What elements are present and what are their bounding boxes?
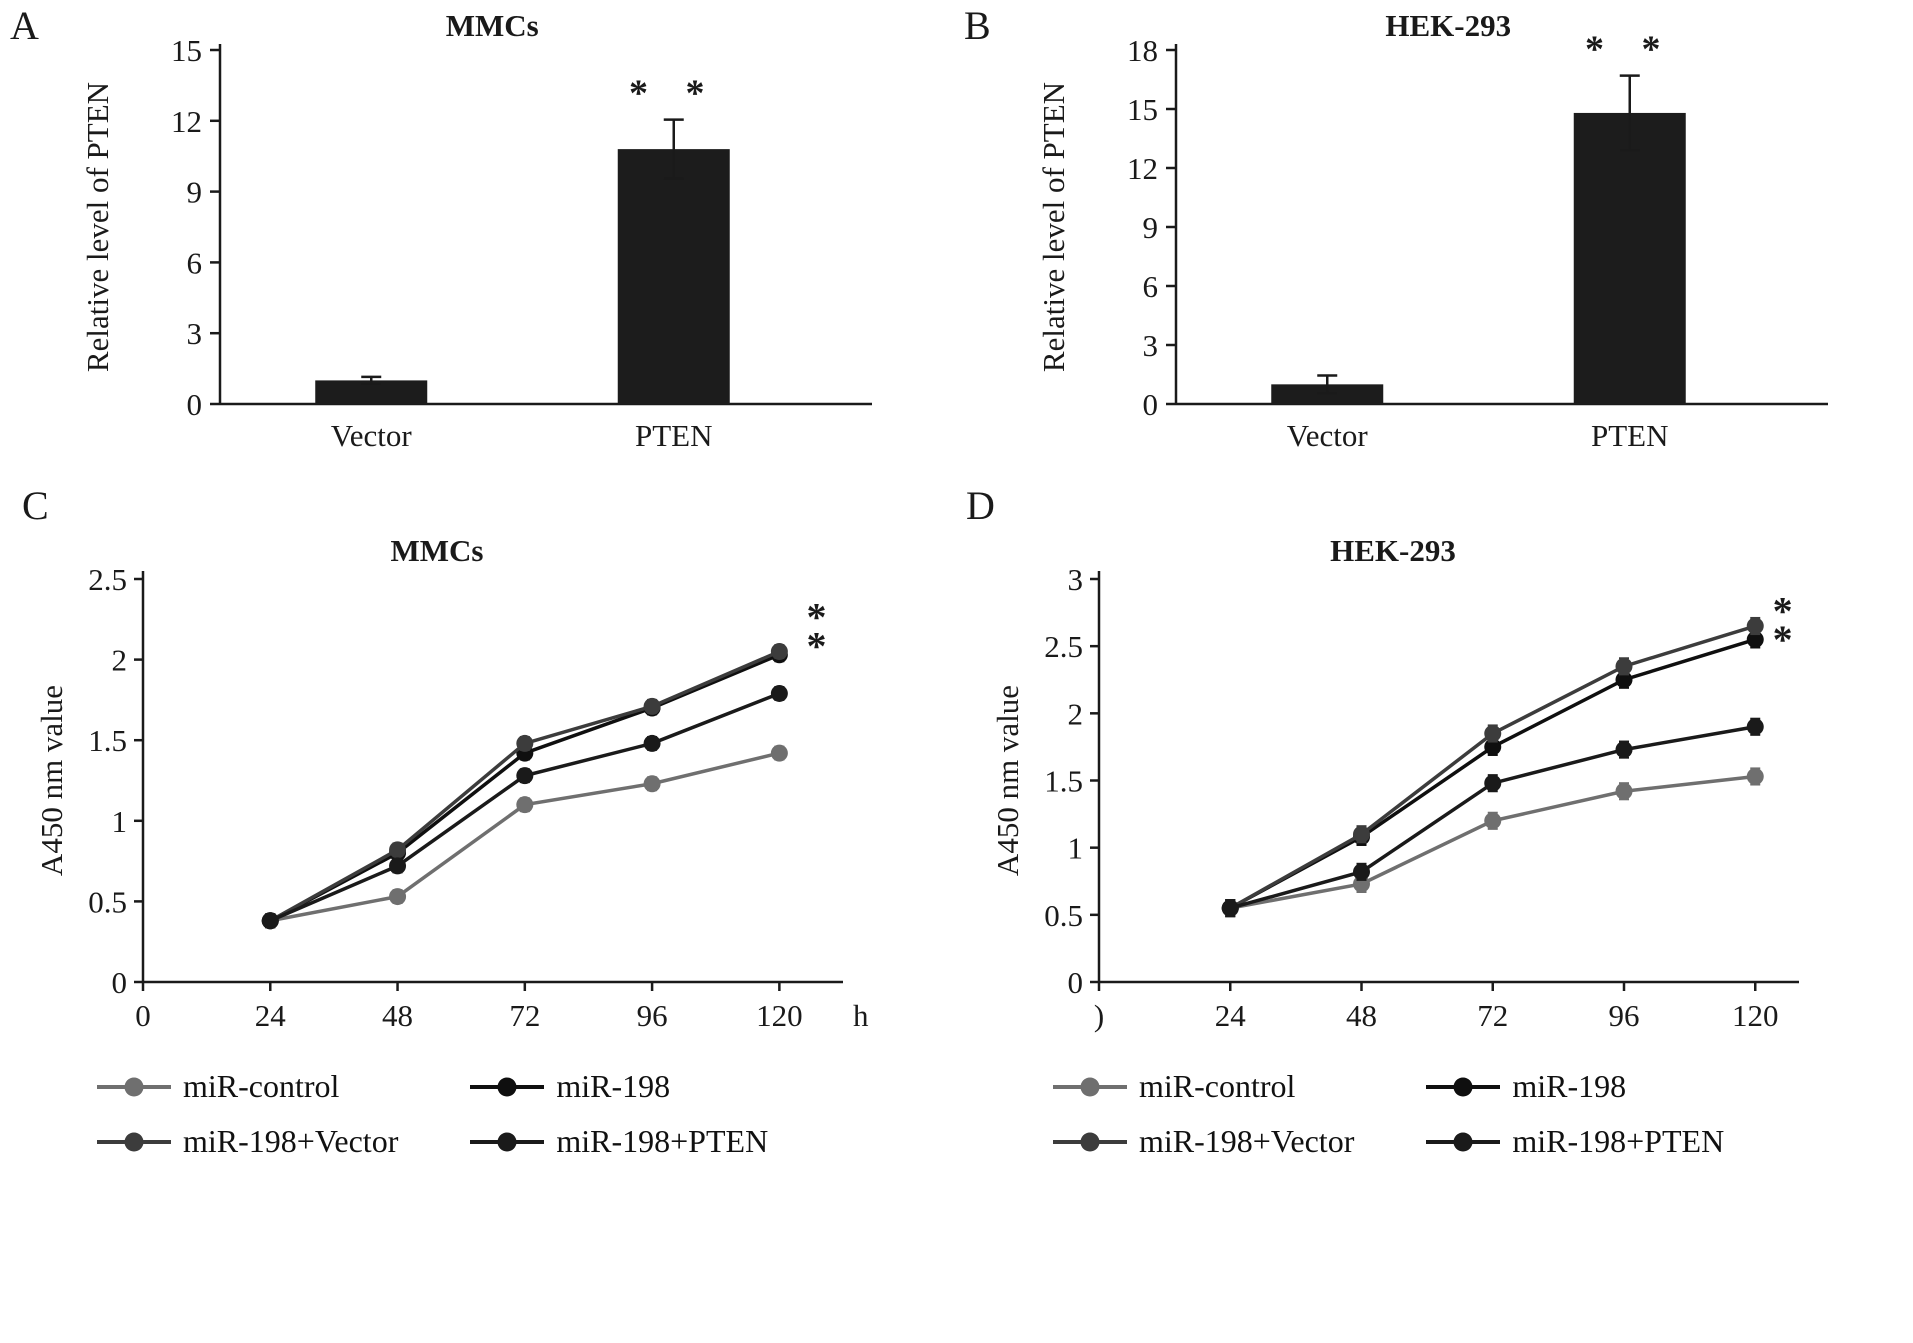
svg-text:Relative level of PTEN: Relative level of PTEN bbox=[80, 82, 115, 372]
svg-text:12: 12 bbox=[1127, 151, 1158, 186]
legend-item: miR-198+Vector bbox=[1051, 1123, 1354, 1160]
panel-c-line-chart: 0 0.5 1 1.5 2 2.5 0 24 48 72 96 120 h MMCs A450 nm val… bbox=[34, 533, 869, 1033]
svg-text:0.5: 0.5 bbox=[88, 884, 127, 919]
panel-d-legend: miR-control miR-198 miR-198+Vector miR-198+… bbox=[1051, 1068, 1724, 1160]
svg-text:2: 2 bbox=[1068, 696, 1084, 731]
legend-item: miR-198 bbox=[1424, 1068, 1724, 1105]
svg-text:9: 9 bbox=[1143, 210, 1159, 245]
svg-text:72: 72 bbox=[509, 998, 540, 1033]
legend-item: miR-198+PTEN bbox=[468, 1123, 768, 1160]
panel-a-bar-chart: 0 3 6 9 12 15 MMCs Relative level of PTEN Vector… bbox=[80, 8, 872, 453]
panel-c: C 0 0.5 1 1.5 2 2.5 0 24 48 72 96 120 h MMCs A450 nm v… bbox=[0, 478, 956, 1343]
legend-label: miR-control bbox=[1139, 1068, 1296, 1104]
legend-marker-icon bbox=[97, 1132, 171, 1151]
svg-text:3: 3 bbox=[1068, 562, 1084, 597]
svg-text:h: h bbox=[853, 998, 869, 1033]
panel-c-legend: miR-control miR-198 miR-198+Vector miR-198+… bbox=[95, 1068, 768, 1160]
svg-text:24: 24 bbox=[255, 998, 287, 1033]
svg-text:0: 0 bbox=[135, 998, 151, 1033]
svg-text:*: * bbox=[806, 624, 826, 669]
legend-item: miR-198+PTEN bbox=[1424, 1123, 1724, 1160]
svg-text:3: 3 bbox=[187, 316, 203, 351]
svg-text:0: 0 bbox=[1143, 387, 1159, 422]
svg-text:1.5: 1.5 bbox=[1044, 764, 1083, 799]
legend-marker-icon bbox=[1053, 1132, 1127, 1151]
svg-text:96: 96 bbox=[1609, 998, 1640, 1033]
legend-label: miR-198+Vector bbox=[1139, 1123, 1355, 1159]
svg-text:2.5: 2.5 bbox=[1044, 629, 1083, 664]
legend-marker-icon bbox=[97, 1077, 171, 1096]
svg-text:0: 0 bbox=[187, 387, 203, 422]
legend-item: miR-198 bbox=[468, 1068, 768, 1105]
legend-label: miR-198 bbox=[1512, 1068, 1627, 1104]
svg-text:* *: * * bbox=[629, 73, 719, 115]
svg-text:HEK-293: HEK-293 bbox=[1385, 8, 1511, 43]
svg-text:Vector: Vector bbox=[1287, 418, 1369, 453]
svg-text:MMCs: MMCs bbox=[391, 533, 484, 568]
svg-text:A450 nm value: A450 nm value bbox=[34, 685, 69, 876]
svg-text:*: * bbox=[806, 595, 826, 640]
svg-text:Relative level of PTEN: Relative level of PTEN bbox=[1036, 82, 1071, 372]
legend-item: miR-control bbox=[95, 1068, 398, 1105]
legend-label: miR-control bbox=[183, 1068, 340, 1104]
svg-text:6: 6 bbox=[187, 245, 203, 280]
legend-item: miR-control bbox=[1051, 1068, 1354, 1105]
panel-a: A 0 3 6 9 12 15 MMCs Relative level of PTEN Vect… bbox=[0, 0, 956, 478]
svg-text:6: 6 bbox=[1143, 269, 1159, 304]
legend-marker-icon bbox=[1053, 1077, 1127, 1096]
svg-text:48: 48 bbox=[382, 998, 413, 1033]
svg-text:72: 72 bbox=[1477, 998, 1508, 1033]
panel-b-label: B bbox=[964, 3, 991, 48]
svg-text:18: 18 bbox=[1127, 33, 1158, 68]
panel-d-line-chart: 0 0.5 1 1.5 2 2.5 3) 24 48 72 96 120 HEK-293 A450 nm … bbox=[990, 533, 1799, 1033]
panel-a-label: A bbox=[10, 3, 39, 48]
svg-text:120: 120 bbox=[1732, 998, 1779, 1033]
legend-label: miR-198+PTEN bbox=[1512, 1123, 1725, 1159]
svg-text:1.5: 1.5 bbox=[88, 723, 127, 758]
svg-text:96: 96 bbox=[637, 998, 668, 1033]
svg-text:Vector: Vector bbox=[331, 418, 413, 453]
legend-marker-icon bbox=[470, 1077, 545, 1096]
svg-text:HEK-293: HEK-293 bbox=[1330, 533, 1456, 568]
svg-text:48: 48 bbox=[1346, 998, 1377, 1033]
svg-text:PTEN: PTEN bbox=[1591, 418, 1669, 453]
svg-text:3: 3 bbox=[1143, 328, 1159, 363]
legend-label: miR-198+Vector bbox=[183, 1123, 399, 1159]
svg-text:2.5: 2.5 bbox=[88, 562, 127, 597]
panel-b-bar-chart: 0 3 6 9 12 15 18 HEK-293 Relative level of PTEN V… bbox=[1036, 8, 1828, 453]
svg-text:*: * bbox=[1773, 589, 1793, 634]
legend-label: miR-198 bbox=[556, 1068, 671, 1104]
svg-text:15: 15 bbox=[171, 33, 202, 68]
svg-text:2: 2 bbox=[112, 643, 128, 678]
svg-text:A450 nm value: A450 nm value bbox=[990, 685, 1025, 876]
panel-c-label: C bbox=[22, 483, 49, 528]
svg-text:12: 12 bbox=[171, 104, 202, 139]
svg-text:PTEN: PTEN bbox=[635, 418, 713, 453]
legend-marker-icon bbox=[1426, 1077, 1501, 1096]
legend-item: miR-198+Vector bbox=[95, 1123, 398, 1160]
svg-text:0: 0 bbox=[112, 965, 128, 1000]
svg-text:0.5: 0.5 bbox=[1044, 898, 1083, 933]
svg-text:120: 120 bbox=[756, 998, 803, 1033]
svg-text:1: 1 bbox=[1068, 831, 1084, 866]
svg-text:24: 24 bbox=[1215, 998, 1247, 1033]
panel-d-label: D bbox=[966, 483, 995, 528]
svg-text:*: * bbox=[1773, 617, 1793, 662]
legend-marker-icon bbox=[470, 1132, 545, 1151]
legend-marker-icon bbox=[1426, 1132, 1501, 1151]
svg-text:): ) bbox=[1094, 998, 1104, 1033]
svg-text:MMCs: MMCs bbox=[446, 8, 539, 43]
legend-label: miR-198+PTEN bbox=[556, 1123, 769, 1159]
svg-text:1: 1 bbox=[112, 804, 128, 839]
svg-text:15: 15 bbox=[1127, 92, 1158, 127]
svg-text:* *: * * bbox=[1585, 29, 1675, 71]
panel-b: B 0 3 6 9 12 15 18 HEK-293 Relative level of PTE… bbox=[956, 0, 1913, 478]
svg-text:0: 0 bbox=[1068, 965, 1084, 1000]
panel-d: D 0 0.5 1 1.5 2 2.5 3) 24 48 72 96 120 HEK-293 A450 n… bbox=[956, 478, 1913, 1343]
svg-text:9: 9 bbox=[187, 175, 203, 210]
